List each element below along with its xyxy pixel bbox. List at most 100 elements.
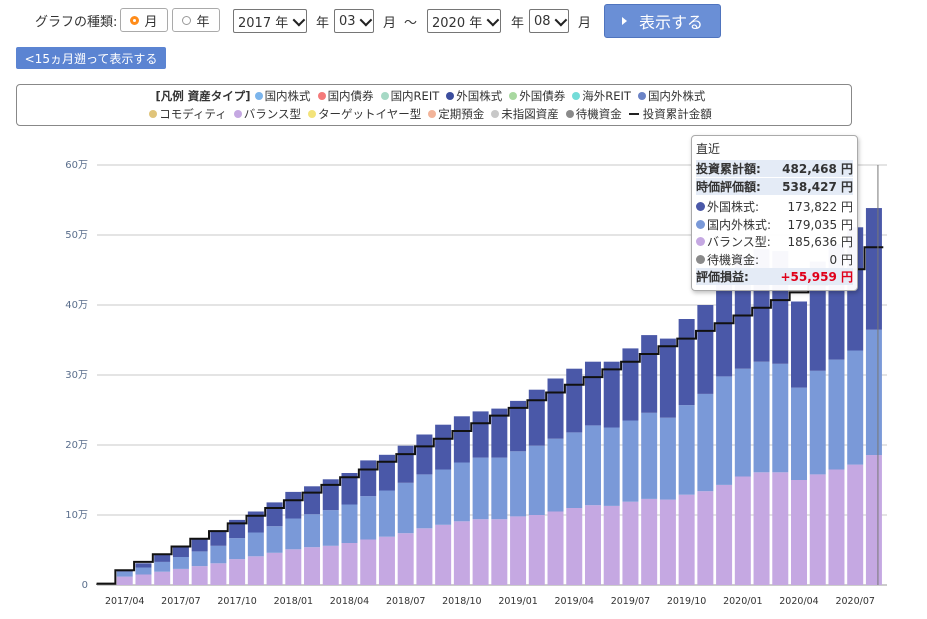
bar-segment[interactable] (622, 501, 639, 585)
bar-segment[interactable] (341, 543, 358, 585)
bar-segment[interactable] (547, 511, 564, 586)
bar-segment[interactable] (865, 329, 882, 456)
bar-segment[interactable] (678, 319, 695, 406)
bar-segment[interactable] (828, 359, 845, 470)
bar-segment[interactable] (397, 533, 414, 585)
bar-segment[interactable] (285, 549, 302, 585)
legend-item[interactable]: 未指図資産 (491, 106, 559, 122)
bar-segment[interactable] (847, 464, 864, 585)
bar-segment[interactable] (247, 511, 264, 533)
bar-segment[interactable] (322, 479, 339, 511)
bar-segment[interactable] (528, 389, 545, 446)
bar-segment[interactable] (435, 524, 452, 585)
bar-segment[interactable] (154, 554, 171, 562)
legend-item[interactable]: 国内債券 (317, 88, 374, 104)
bar-segment[interactable] (472, 519, 489, 585)
bar-segment[interactable] (116, 576, 133, 585)
bar-segment[interactable] (247, 556, 264, 585)
legend-item[interactable]: ターゲットイヤー型 (308, 106, 421, 122)
bar-segment[interactable] (791, 301, 808, 388)
bar-segment[interactable] (304, 547, 321, 585)
bar-segment[interactable] (453, 462, 470, 522)
bar-segment[interactable] (322, 545, 339, 585)
bar-segment[interactable] (659, 338, 676, 418)
bar-segment[interactable] (397, 445, 414, 483)
bar-segment[interactable] (772, 472, 789, 585)
bar-segment[interactable] (378, 490, 395, 537)
bar-segment[interactable] (360, 460, 377, 497)
legend-item[interactable]: 海外REIT (572, 88, 631, 104)
bar-segment[interactable] (210, 563, 227, 585)
bar-segment[interactable] (734, 368, 751, 477)
bar-segment[interactable] (416, 434, 433, 475)
bar-segment[interactable] (210, 530, 227, 546)
bar-segment[interactable] (435, 469, 452, 525)
bar-segment[interactable] (566, 508, 583, 585)
bar-segment[interactable] (266, 526, 283, 553)
bar-segment[interactable] (341, 473, 358, 505)
bar-segment[interactable] (584, 361, 601, 426)
bar-segment[interactable] (809, 370, 826, 475)
bar-segment[interactable] (547, 438, 564, 512)
to-month-select[interactable]: 08 (529, 9, 569, 33)
bar-segment[interactable] (266, 502, 283, 527)
bar-segment[interactable] (622, 348, 639, 421)
bar-segment[interactable] (697, 491, 714, 585)
bar-segment[interactable] (603, 361, 620, 428)
bar-segment[interactable] (266, 552, 283, 585)
bar-segment[interactable] (229, 559, 246, 585)
bar-segment[interactable] (472, 411, 489, 458)
legend-item-line[interactable]: 投資累計金額 (628, 106, 712, 122)
bar-segment[interactable] (566, 368, 583, 433)
bar-segment[interactable] (809, 474, 826, 585)
bar-segment[interactable] (847, 350, 864, 465)
bar-segment[interactable] (116, 571, 133, 577)
bar-segment[interactable] (510, 451, 527, 517)
bar-segment[interactable] (341, 504, 358, 544)
bar-segment[interactable] (716, 275, 733, 377)
bar-segment[interactable] (791, 480, 808, 585)
bar-segment[interactable] (304, 486, 321, 515)
bar-segment[interactable] (641, 412, 658, 499)
bar-segment[interactable] (172, 557, 189, 569)
bar-segment[interactable] (510, 516, 527, 585)
bar-segment[interactable] (360, 496, 377, 540)
legend-item[interactable]: バランス型 (233, 106, 301, 122)
bar-segment[interactable] (791, 387, 808, 480)
bar-segment[interactable] (416, 474, 433, 529)
bar-segment[interactable] (622, 420, 639, 502)
bar-segment[interactable] (828, 469, 845, 586)
bar-segment[interactable] (510, 400, 527, 452)
legend-item[interactable]: 定期預金 (428, 106, 484, 122)
bar-segment[interactable] (603, 427, 620, 506)
bar-segment[interactable] (247, 532, 264, 557)
bar-segment[interactable] (191, 538, 208, 552)
bar-segment[interactable] (191, 566, 208, 585)
bar-segment[interactable] (378, 536, 395, 585)
legend-item[interactable]: 国内外株式 (637, 88, 705, 104)
bar-segment[interactable] (453, 416, 470, 463)
bar-segment[interactable] (528, 515, 545, 585)
bar-segment[interactable] (772, 363, 789, 473)
bar-segment[interactable] (360, 539, 377, 586)
from-month-select[interactable]: 03 (334, 9, 374, 33)
bar-segment[interactable] (603, 505, 620, 585)
bar-segment[interactable] (491, 457, 508, 520)
bar-segment[interactable] (865, 208, 882, 330)
bar-segment[interactable] (641, 498, 658, 585)
bar-segment[interactable] (678, 405, 695, 495)
bar-segment[interactable] (753, 472, 770, 585)
bar-segment[interactable] (547, 378, 564, 439)
bar-segment[interactable] (697, 393, 714, 492)
bar-segment[interactable] (191, 551, 208, 567)
back-15-months-button[interactable]: <15ヵ月遡って表示する (16, 47, 166, 69)
from-year-select[interactable]: 2017 年 (233, 9, 307, 33)
bar-segment[interactable] (322, 510, 339, 546)
bar-segment[interactable] (378, 454, 395, 491)
bar-segment[interactable] (659, 417, 676, 500)
legend-item[interactable]: 待機資金 (565, 106, 622, 122)
legend-item[interactable]: 国内REIT (380, 88, 439, 104)
bar-segment[interactable] (734, 476, 751, 586)
bar-segment[interactable] (472, 457, 489, 520)
legend-item[interactable]: 外国債券 (509, 88, 565, 104)
